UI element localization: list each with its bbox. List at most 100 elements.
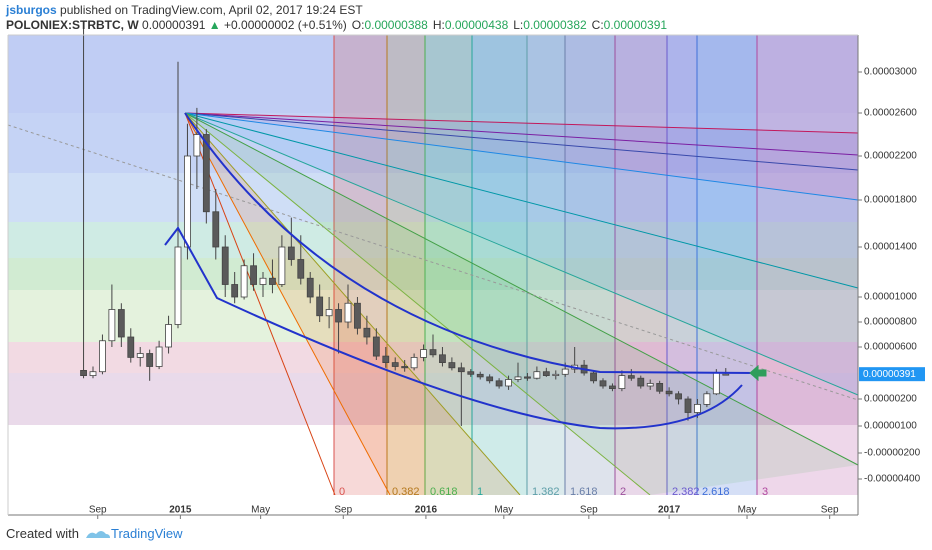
ohlc: O:0.00000388 H:0.00000438 L:0.00000382 C:0.…: [347, 18, 667, 32]
candle-body: [524, 376, 531, 379]
candle-body: [372, 336, 380, 357]
trend-line: [7, 124, 859, 401]
candle-body: [429, 349, 437, 356]
candle-body: [363, 327, 371, 338]
fan-line: [184, 112, 336, 496]
fan-line: [184, 112, 859, 466]
x-tick-label: 2017: [658, 505, 681, 516]
candle-body: [269, 277, 276, 285]
candle-body: [99, 340, 106, 373]
candle-body: [117, 309, 125, 338]
published: published on TradingView.com, April 02, …: [60, 3, 363, 17]
y-tick-label: 0.00002200: [864, 151, 917, 162]
x-tick-label: Sep: [580, 505, 598, 516]
candle-body: [646, 382, 654, 387]
time-zone-label: 0.618: [430, 486, 458, 498]
author[interactable]: jsburgos: [6, 3, 57, 17]
candle-body: [599, 380, 607, 387]
x-tick-label: Sep: [334, 505, 352, 516]
candle-body: [618, 375, 626, 390]
candle-body: [542, 371, 550, 377]
ohlc-label: O:: [351, 18, 365, 32]
candle-body: [552, 373, 560, 376]
fan-line: [184, 112, 859, 156]
time-zone-label: 0.382: [392, 486, 420, 498]
header-line: jsburgos published on TradingView.com, A…: [6, 3, 363, 17]
candle-body: [240, 265, 248, 298]
time-zone: [667, 35, 697, 495]
y-tick-label: 0.00001400: [864, 242, 917, 253]
band: [8, 290, 858, 342]
y-tick-label: 0.00001800: [864, 195, 917, 206]
candle-body: [694, 403, 701, 413]
candle-body: [212, 211, 220, 248]
created: Created with: [6, 526, 79, 541]
x-axis-bg: [0, 495, 932, 525]
last-price-box: [859, 367, 925, 382]
fan-line: [184, 112, 859, 396]
candle-body: [656, 382, 664, 392]
candle-body: [231, 284, 239, 298]
symbol: POLONIEX:STRBTC, W: [6, 18, 139, 32]
x-tick-label: May: [738, 505, 757, 516]
candle-body: [722, 373, 730, 376]
candle-body: [665, 390, 673, 395]
x-tick-label: May: [494, 505, 513, 516]
ohlc-label: C:: [591, 18, 604, 32]
x-tick-label: Sep: [821, 505, 839, 516]
candle-body: [127, 336, 135, 358]
candles: [80, 25, 730, 426]
candle-body: [297, 259, 305, 279]
candle-body: [306, 277, 314, 298]
candle-body: [457, 367, 465, 373]
x-tick-label: Sep: [89, 505, 107, 516]
logo-cloud: [86, 531, 110, 538]
fan-line: [184, 112, 651, 496]
fan-line: [184, 112, 859, 134]
candle-body: [108, 309, 116, 342]
candle-body: [467, 371, 475, 375]
candle-body: [401, 366, 409, 369]
candle-body: [146, 353, 154, 367]
candle-body: [335, 309, 342, 323]
band: [8, 113, 858, 173]
arcs: [164, 112, 767, 430]
y-tick-label: 0.00003000: [864, 67, 917, 78]
candle-body: [712, 372, 720, 395]
y-axis-bg: [858, 35, 932, 525]
y-tick-label: 0.00000600: [864, 342, 917, 353]
candle-body: [193, 134, 201, 157]
time-zone: [425, 35, 472, 495]
candle-body: [439, 354, 446, 363]
candle-body: [420, 349, 427, 358]
y-tick-label: 0.00002600: [864, 108, 917, 119]
y-tick-label: -0.00000400: [864, 474, 921, 485]
candle-body: [202, 134, 210, 213]
arc-bottom: [164, 226, 743, 430]
time-zone: [757, 35, 858, 495]
candle-body: [325, 309, 333, 317]
ohlc-value: 0.00000388: [364, 18, 428, 32]
candle-body: [287, 246, 295, 260]
fan-line: [184, 112, 859, 201]
candle-body: [627, 375, 635, 379]
ohlc-value: 0.00000438: [444, 18, 509, 32]
y-tick-label: 0.00000100: [864, 421, 917, 432]
brand[interactable]: TradingView: [110, 526, 183, 541]
candle-body: [184, 155, 191, 248]
candle-body: [155, 346, 163, 367]
band: [8, 173, 858, 222]
time-zone-label: 2.618: [702, 486, 730, 498]
arc-top: [184, 112, 756, 374]
time-zone: [387, 35, 425, 495]
retracement-bands: [8, 35, 858, 425]
time-zones: [333, 35, 858, 495]
y-tick-label: 0.00000800: [864, 317, 917, 328]
change: +0.00000002 (+0.51%): [224, 18, 347, 32]
candle-body: [391, 362, 399, 367]
time-zone-label: 0: [339, 486, 345, 498]
fan-line: [184, 112, 859, 171]
